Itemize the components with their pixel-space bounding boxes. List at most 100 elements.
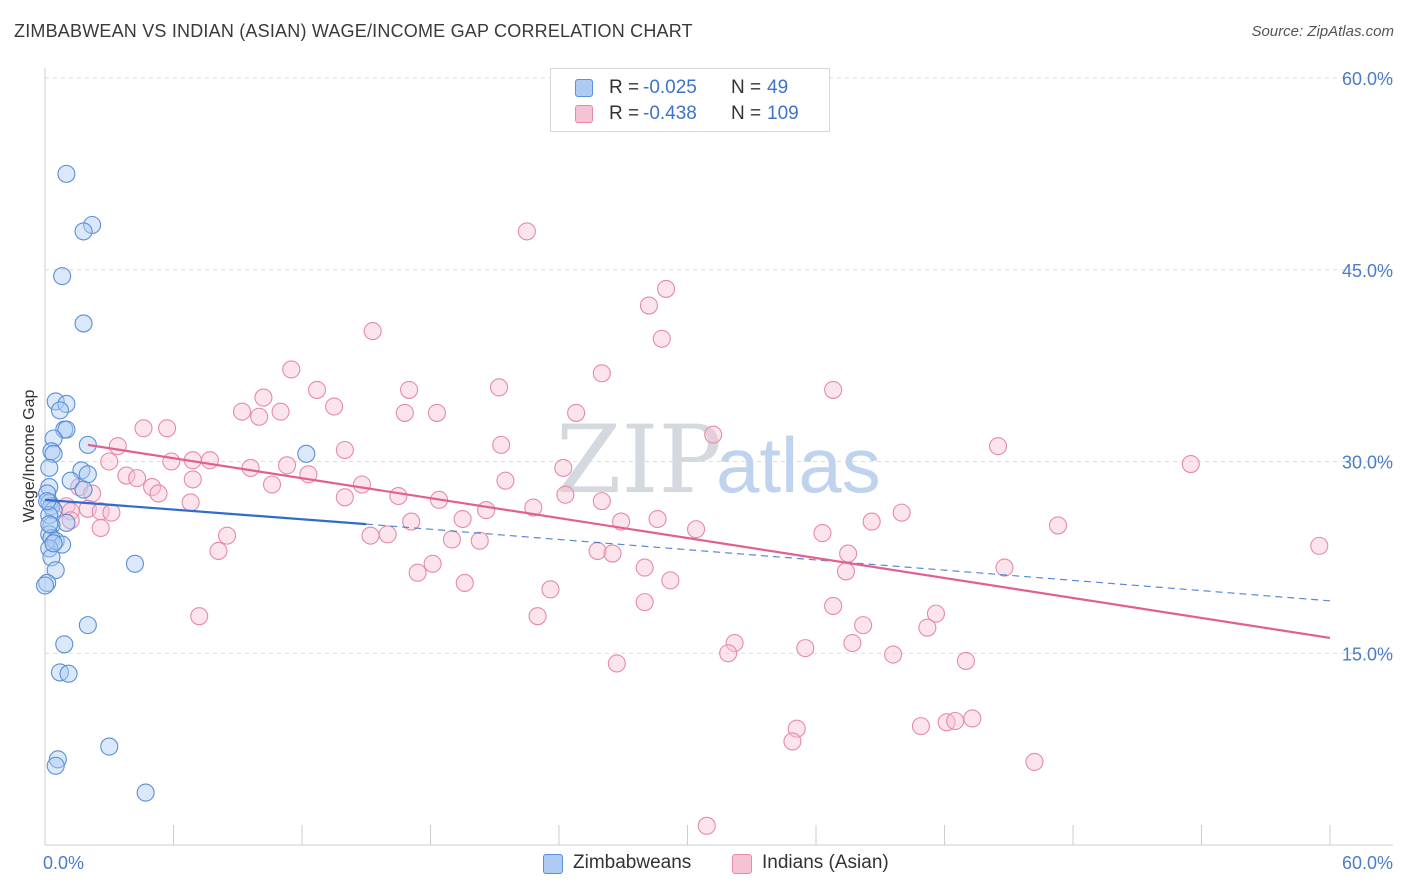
indian-point xyxy=(862,512,881,531)
zimbabwean-point xyxy=(50,401,70,420)
indian-point xyxy=(455,573,474,592)
indian-point xyxy=(541,580,560,599)
zimbabwean-point xyxy=(40,458,59,477)
indian-point xyxy=(190,607,209,626)
bottom-legend-swatch-indians xyxy=(732,854,752,874)
chart-title: ZIMBABWEAN VS INDIAN (ASIAN) WAGE/INCOME… xyxy=(14,21,693,41)
zimbabwean-point xyxy=(55,635,74,654)
indian-point xyxy=(884,645,903,664)
zimbabwean-point xyxy=(78,465,97,484)
stats-legend: R = -0.025 N = 49 R = -0.438 N = 109 xyxy=(550,68,830,132)
indian-point xyxy=(603,544,622,563)
y-tick-label: 60.0% xyxy=(1342,69,1393,89)
indian-point xyxy=(400,380,419,399)
indian-point xyxy=(232,402,252,421)
indian-point xyxy=(652,329,671,348)
indian-point xyxy=(843,633,862,653)
indian-point xyxy=(470,531,489,550)
indian-point xyxy=(241,458,260,477)
indian-point xyxy=(612,512,631,531)
indian-point xyxy=(307,380,327,399)
indian-point xyxy=(635,558,654,577)
indian-point xyxy=(158,419,177,438)
indian-point xyxy=(489,378,509,397)
indian-point xyxy=(363,322,382,341)
indian-point xyxy=(725,633,744,653)
indian-point xyxy=(911,717,930,736)
legend-n-value: 49 xyxy=(767,77,789,98)
indian-point xyxy=(918,618,937,637)
zimbabwean-point xyxy=(125,554,144,573)
indian-point xyxy=(361,526,380,545)
trendlines xyxy=(44,443,1331,639)
indian-point xyxy=(661,571,680,590)
indian-point xyxy=(492,435,511,454)
indian-point xyxy=(271,402,290,421)
indian-point xyxy=(946,711,965,731)
legend-r-label: R = xyxy=(609,103,640,124)
indian-point xyxy=(100,452,119,471)
indian-point xyxy=(183,470,202,489)
zimbabwean-point xyxy=(57,394,76,414)
indian-point xyxy=(378,525,397,544)
indian-point xyxy=(395,403,414,422)
source-label: Source: ZipAtlas.com xyxy=(1251,23,1394,40)
zimbabwean-point xyxy=(57,420,76,439)
indian-point xyxy=(389,486,408,506)
indian-point xyxy=(697,816,716,835)
indian-point xyxy=(719,644,738,663)
zimbabwean-point xyxy=(61,471,80,490)
zimbabwean-point xyxy=(74,222,93,241)
indian-point xyxy=(453,509,472,529)
trendline-indians xyxy=(87,443,1331,639)
indian-point xyxy=(117,466,136,485)
x-tick-label-min: 0.0% xyxy=(43,853,84,873)
bottom-legend-label-zimbabweans: Zimbabweans xyxy=(573,852,692,873)
indian-point xyxy=(588,541,607,561)
indian-point xyxy=(209,541,228,561)
indian-point xyxy=(262,475,282,494)
zimbabwean-point xyxy=(38,573,57,592)
indian-point xyxy=(836,562,856,581)
y-tick-label: 45.0% xyxy=(1342,261,1393,281)
zimbabwean-point xyxy=(74,314,93,333)
bottom-legend-label-indians: Indians (Asian) xyxy=(762,852,889,873)
legend-n-label: N = xyxy=(731,77,762,98)
indian-point xyxy=(402,512,421,531)
indian-point xyxy=(325,397,344,416)
x-tick-label-max: 60.0% xyxy=(1342,853,1393,873)
indian-point xyxy=(427,403,446,422)
indian-point xyxy=(995,558,1014,577)
indian-point xyxy=(496,471,515,490)
indian-point xyxy=(162,452,181,471)
zimbabwean-point xyxy=(74,480,93,499)
zimbabwean-point xyxy=(78,616,97,635)
legend-n-value: 109 xyxy=(767,103,799,124)
indian-point xyxy=(704,425,723,444)
indian-point xyxy=(143,478,162,497)
zimbabwean-point xyxy=(59,664,78,683)
indian-point xyxy=(102,503,121,522)
indian-point xyxy=(648,509,667,529)
indian-point xyxy=(108,437,127,456)
indian-point xyxy=(926,604,945,623)
trendline-zimbabweans-solid xyxy=(44,498,367,526)
zimbabwean-point xyxy=(40,515,59,534)
indian-point xyxy=(687,520,706,539)
indian-point xyxy=(956,651,975,670)
legend-r-value: -0.438 xyxy=(643,103,697,124)
indian-point xyxy=(1048,516,1068,535)
zimbabwean-point xyxy=(57,513,76,532)
indian-point xyxy=(149,484,168,503)
indian-point xyxy=(592,364,611,383)
indian-point xyxy=(352,475,372,494)
zimbabwean-point xyxy=(46,561,65,580)
indian-point xyxy=(423,554,442,573)
indian-point xyxy=(635,593,654,612)
gridlines xyxy=(45,77,1393,654)
indian-point xyxy=(528,607,547,626)
indian-point xyxy=(824,596,843,616)
indian-point xyxy=(91,518,110,538)
watermark-zip: ZIP xyxy=(556,406,722,515)
axis-labels: 15.0% 30.0% 45.0% 60.0% 0.0% 60.0% Wage/Income… xyxy=(21,69,1393,873)
